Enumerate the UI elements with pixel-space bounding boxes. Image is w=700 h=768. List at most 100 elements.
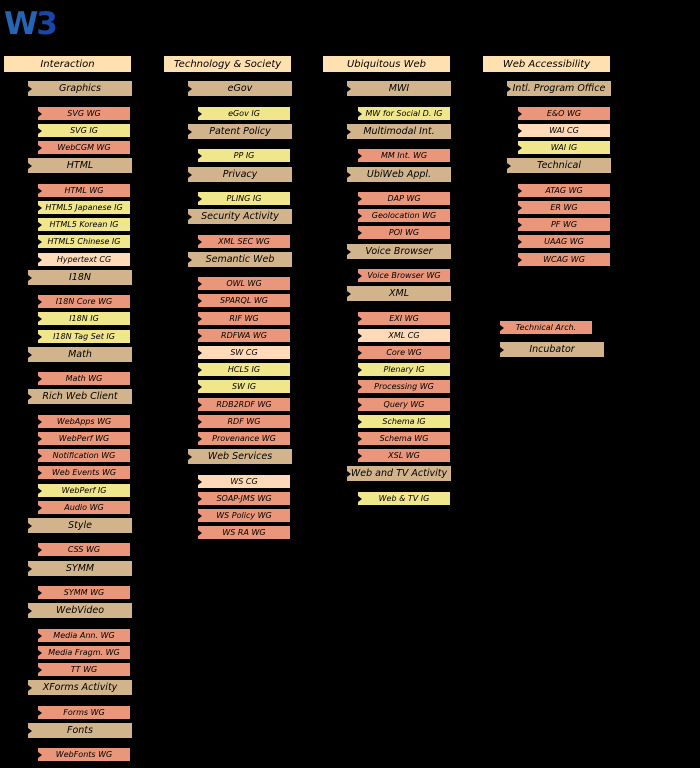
box-pp-ig[interactable]: PP IG bbox=[198, 149, 290, 162]
box-xml[interactable]: XML bbox=[347, 286, 451, 301]
box-privacy[interactable]: Privacy bbox=[188, 167, 292, 182]
box-owl-wg[interactable]: OWL WG bbox=[198, 277, 290, 290]
box-ws-cg[interactable]: WS CG bbox=[198, 475, 290, 488]
box-webvideo[interactable]: WebVideo bbox=[28, 603, 132, 618]
box-tt-wg[interactable]: TT WG bbox=[38, 663, 130, 676]
box-media-fragm-wg[interactable]: Media Fragm. WG bbox=[38, 646, 130, 659]
box-provenance-wg[interactable]: Provenance WG bbox=[198, 432, 290, 445]
box-ubiweb-appl[interactable]: UbiWeb Appl. bbox=[347, 167, 451, 182]
box-i18n-core-wg[interactable]: I18N Core WG bbox=[38, 295, 130, 308]
box-soap-jms-wg[interactable]: SOAP-JMS WG bbox=[198, 492, 290, 505]
box-uaag-wg[interactable]: UAAG WG bbox=[518, 235, 610, 248]
box-semantic-web[interactable]: Semantic Web bbox=[188, 252, 292, 267]
box-mwi[interactable]: MWI bbox=[347, 81, 451, 96]
w3c-logo[interactable]: W3 bbox=[4, 6, 58, 42]
box-web-events-wg[interactable]: Web Events WG bbox=[38, 466, 130, 479]
box-media-ann-wg[interactable]: Media Ann. WG bbox=[38, 629, 130, 642]
box-notification-wg[interactable]: Notification WG bbox=[38, 449, 130, 462]
box-dap-wg[interactable]: DAP WG bbox=[358, 192, 450, 205]
box-xml-cg[interactable]: XML CG bbox=[358, 329, 450, 342]
box-sw-cg[interactable]: SW CG bbox=[198, 346, 290, 359]
box-pling-ig[interactable]: PLING IG bbox=[198, 192, 290, 205]
box-xsl-wg[interactable]: XSL WG bbox=[358, 449, 450, 462]
box-poi-wg[interactable]: POI WG bbox=[358, 226, 450, 239]
box-html-wg[interactable]: HTML WG bbox=[38, 184, 130, 197]
box-web-services[interactable]: Web Services bbox=[188, 449, 292, 464]
box-web-and-tv-activity[interactable]: Web and TV Activity bbox=[347, 466, 451, 481]
box-rif-wg[interactable]: RIF WG bbox=[198, 312, 290, 325]
box-webperf-wg[interactable]: WebPerf WG bbox=[38, 432, 130, 445]
box-voice-browser[interactable]: Voice Browser bbox=[347, 244, 451, 259]
box-geolocation-wg[interactable]: Geolocation WG bbox=[358, 209, 450, 222]
box-mw-for-social-d-ig[interactable]: MW for Social D. IG bbox=[358, 107, 450, 120]
box-schema-ig[interactable]: Schema IG bbox=[358, 415, 450, 428]
box-processing-wg[interactable]: Processing WG bbox=[358, 380, 450, 393]
box-fonts[interactable]: Fonts bbox=[28, 723, 132, 738]
box-patent-policy[interactable]: Patent Policy bbox=[188, 124, 292, 139]
box-webapps-wg[interactable]: WebApps WG bbox=[38, 415, 130, 428]
box-graphics[interactable]: Graphics bbox=[28, 81, 132, 96]
box-style[interactable]: Style bbox=[28, 518, 132, 533]
box-pf-wg[interactable]: PF WG bbox=[518, 218, 610, 231]
box-er-wg[interactable]: ER WG bbox=[518, 201, 610, 214]
box-ws-policy-wg[interactable]: WS Policy WG bbox=[198, 509, 290, 522]
box-html5-chinese-ig[interactable]: HTML5 Chinese IG bbox=[38, 235, 130, 248]
box-i18n[interactable]: I18N bbox=[28, 270, 132, 285]
box-exi-wg[interactable]: EXI WG bbox=[358, 312, 450, 325]
box-symm-wg[interactable]: SYMM WG bbox=[38, 586, 130, 599]
box-rdb2rdf-wg[interactable]: RDB2RDF WG bbox=[198, 398, 290, 411]
box-html5-korean-ig[interactable]: HTML5 Korean IG bbox=[38, 218, 130, 231]
box-egov[interactable]: eGov bbox=[188, 81, 292, 96]
box-forms-wg[interactable]: Forms WG bbox=[38, 706, 130, 719]
box-wcag-wg[interactable]: WCAG WG bbox=[518, 253, 610, 266]
box-rdfwa-wg[interactable]: RDFWA WG bbox=[198, 329, 290, 342]
box-svg-ig[interactable]: SVG IG bbox=[38, 124, 130, 137]
box-webperf-ig[interactable]: WebPerf IG bbox=[38, 484, 130, 497]
box-xml-sec-wg[interactable]: XML SEC WG bbox=[198, 235, 290, 248]
box-query-wg[interactable]: Query WG bbox=[358, 398, 450, 411]
domain-header-technology-society[interactable]: Technology & Society bbox=[164, 56, 291, 72]
box-intl-program-office[interactable]: Intl. Program Office bbox=[507, 81, 611, 96]
box-web-tv-ig[interactable]: Web & TV IG bbox=[358, 492, 450, 505]
box-multimodal-int[interactable]: Multimodal Int. bbox=[347, 124, 451, 139]
edge-arrowhead-icon bbox=[518, 187, 522, 194]
box-schema-wg[interactable]: Schema WG bbox=[358, 432, 450, 445]
domain-header-web-accessibility[interactable]: Web Accessibility bbox=[483, 56, 610, 72]
box-html5-japanese-ig[interactable]: HTML5 Japanese IG bbox=[38, 201, 130, 214]
box-hcls-ig[interactable]: HCLS IG bbox=[198, 363, 290, 376]
box-atag-wg[interactable]: ATAG WG bbox=[518, 184, 610, 197]
box-wai-cg[interactable]: WAI CG bbox=[518, 124, 610, 137]
box-i18n-tag-set-ig[interactable]: I18N Tag Set IG bbox=[38, 330, 130, 343]
box-egov-ig[interactable]: eGov IG bbox=[198, 107, 290, 120]
box-incubator[interactable]: Incubator bbox=[500, 342, 604, 357]
box-voice-browser-wg[interactable]: Voice Browser WG bbox=[358, 269, 450, 282]
box-core-wg[interactable]: Core WG bbox=[358, 346, 450, 359]
box-hypertext-cg[interactable]: Hypertext CG bbox=[38, 253, 130, 266]
box-security-activity[interactable]: Security Activity bbox=[188, 209, 292, 224]
box-sparql-wg[interactable]: SPARQL WG bbox=[198, 294, 290, 307]
box-sw-ig[interactable]: SW IG bbox=[198, 380, 290, 393]
box-svg-wg[interactable]: SVG WG bbox=[38, 107, 130, 120]
box-e-o-wg[interactable]: E&O WG bbox=[518, 107, 610, 120]
box-math[interactable]: Math bbox=[28, 347, 132, 362]
box-i18n-ig[interactable]: I18N IG bbox=[38, 312, 130, 325]
box-math-wg[interactable]: Math WG bbox=[38, 372, 130, 385]
box-audio-wg[interactable]: Audio WG bbox=[38, 501, 130, 514]
box-technical[interactable]: Technical bbox=[507, 158, 611, 173]
box-mm-int-wg[interactable]: MM Int. WG bbox=[358, 149, 450, 162]
box-rdf-wg[interactable]: RDF WG bbox=[198, 415, 290, 428]
domain-header-interaction[interactable]: Interaction bbox=[4, 56, 131, 72]
domain-header-ubiquitous-web[interactable]: Ubiquitous Web bbox=[323, 56, 450, 72]
box-wai-ig[interactable]: WAI IG bbox=[518, 141, 610, 154]
box-css-wg[interactable]: CSS WG bbox=[38, 543, 130, 556]
box-ws-policy-wg-label: WS Policy WG bbox=[216, 511, 272, 520]
box-technical-arch[interactable]: Technical Arch. bbox=[500, 321, 592, 334]
box-rich-web-client[interactable]: Rich Web Client bbox=[28, 389, 132, 404]
box-ws-ra-wg[interactable]: WS RA WG bbox=[198, 526, 290, 539]
box-webfonts-wg[interactable]: WebFonts WG bbox=[38, 748, 130, 761]
box-webcgm-wg[interactable]: WebCGM WG bbox=[38, 141, 130, 154]
box-xforms-activity[interactable]: XForms Activity bbox=[28, 680, 132, 695]
box-html[interactable]: HTML bbox=[28, 158, 132, 173]
box-plenary-ig[interactable]: Plenary IG bbox=[358, 363, 450, 376]
box-symm[interactable]: SYMM bbox=[28, 561, 132, 576]
